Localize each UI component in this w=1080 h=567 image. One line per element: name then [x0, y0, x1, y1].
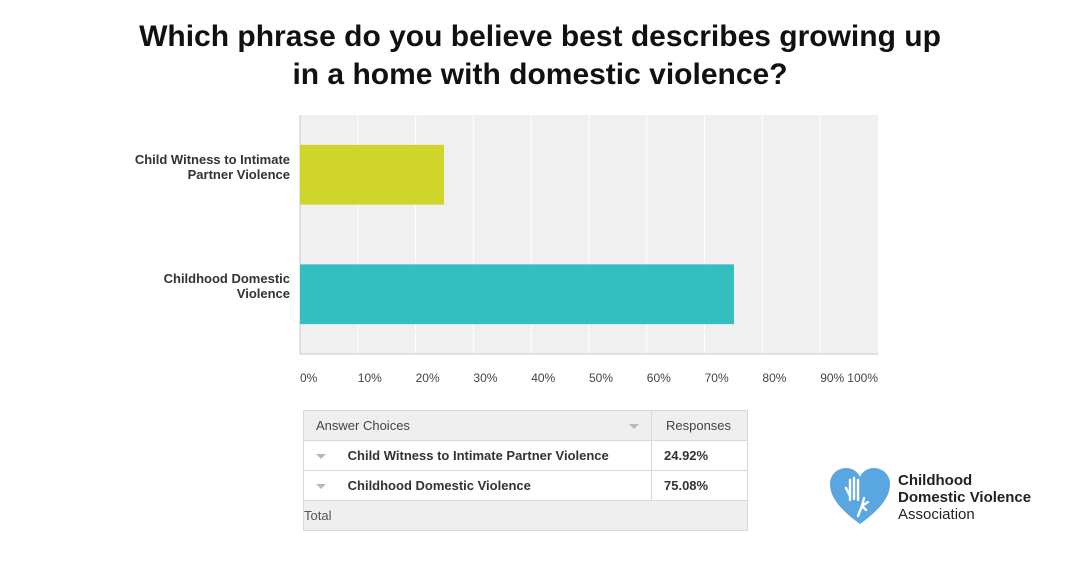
- header-responses: Responses: [651, 410, 748, 441]
- table-row: Childhood Domestic Violence 75.08%: [303, 470, 748, 501]
- chart-title: Which phrase do you believe best describ…: [0, 18, 1080, 94]
- x-tick-label: 40%: [531, 371, 555, 385]
- title-line-2: in a home with domestic violence?: [292, 58, 788, 91]
- row-choice-cell: Childhood Domestic Violence: [303, 470, 652, 501]
- x-tick-label: 70%: [705, 371, 729, 385]
- category-label-line: Partner Violence: [187, 166, 290, 182]
- category-label-line: Violence: [236, 286, 290, 302]
- category-label-line: Child Witness to Intimate: [134, 151, 290, 167]
- expand-caret-icon[interactable]: [316, 454, 326, 460]
- x-tick-label: 90%: [820, 371, 844, 385]
- total-label: Total: [303, 500, 748, 531]
- x-tick-label: 10%: [358, 371, 382, 385]
- x-tick-label: 20%: [416, 371, 440, 385]
- row-response-value: 24.92%: [651, 440, 748, 471]
- bar-chart: 0% 10% 20% 30% 40% 50% 60% 70% 80% 90% 100%: [299, 115, 878, 385]
- category-label: Child Witness to Intimate Partner Violenc…: [50, 152, 290, 182]
- category-label-line: Childhood Domestic: [163, 271, 290, 287]
- x-tick-label: 30%: [473, 371, 497, 385]
- answers-table: Answer Choices Responses Child Witness t…: [303, 410, 748, 531]
- row-choice-cell: Child Witness to Intimate Partner Violen…: [303, 440, 652, 471]
- x-tick-label: 100%: [847, 371, 878, 385]
- table-row: Child Witness to Intimate Partner Violen…: [303, 440, 748, 471]
- x-tick-label: 80%: [762, 371, 786, 385]
- header-answer-choices[interactable]: Answer Choices: [303, 410, 652, 441]
- row-choice-label: Childhood Domestic Violence: [347, 478, 531, 493]
- x-tick-label: 60%: [647, 371, 671, 385]
- logo-line-2: Domestic Violence: [898, 489, 1032, 506]
- heart-hands-icon: [830, 468, 890, 524]
- bar-1: [300, 144, 445, 205]
- table-total-row: Total: [303, 500, 748, 531]
- cdva-logo: Childhood Domestic Violence Association: [828, 466, 1058, 528]
- x-tick-label: 50%: [589, 371, 613, 385]
- logo-line-3: Association: [898, 506, 975, 523]
- logo-line-1: Childhood: [898, 472, 973, 489]
- category-label: Childhood Domestic Violence: [50, 271, 290, 301]
- title-line-1: Which phrase do you believe best describ…: [139, 20, 941, 53]
- table-header: Answer Choices Responses: [303, 410, 748, 441]
- row-response-value: 75.08%: [651, 470, 748, 501]
- expand-caret-icon[interactable]: [316, 484, 326, 490]
- row-choice-label: Child Witness to Intimate Partner Violen…: [347, 448, 609, 463]
- bar-2: [300, 264, 734, 325]
- header-answer-choices-label: Answer Choices: [316, 418, 410, 433]
- x-tick-label: 0%: [300, 371, 318, 385]
- sort-caret-icon[interactable]: [629, 424, 639, 429]
